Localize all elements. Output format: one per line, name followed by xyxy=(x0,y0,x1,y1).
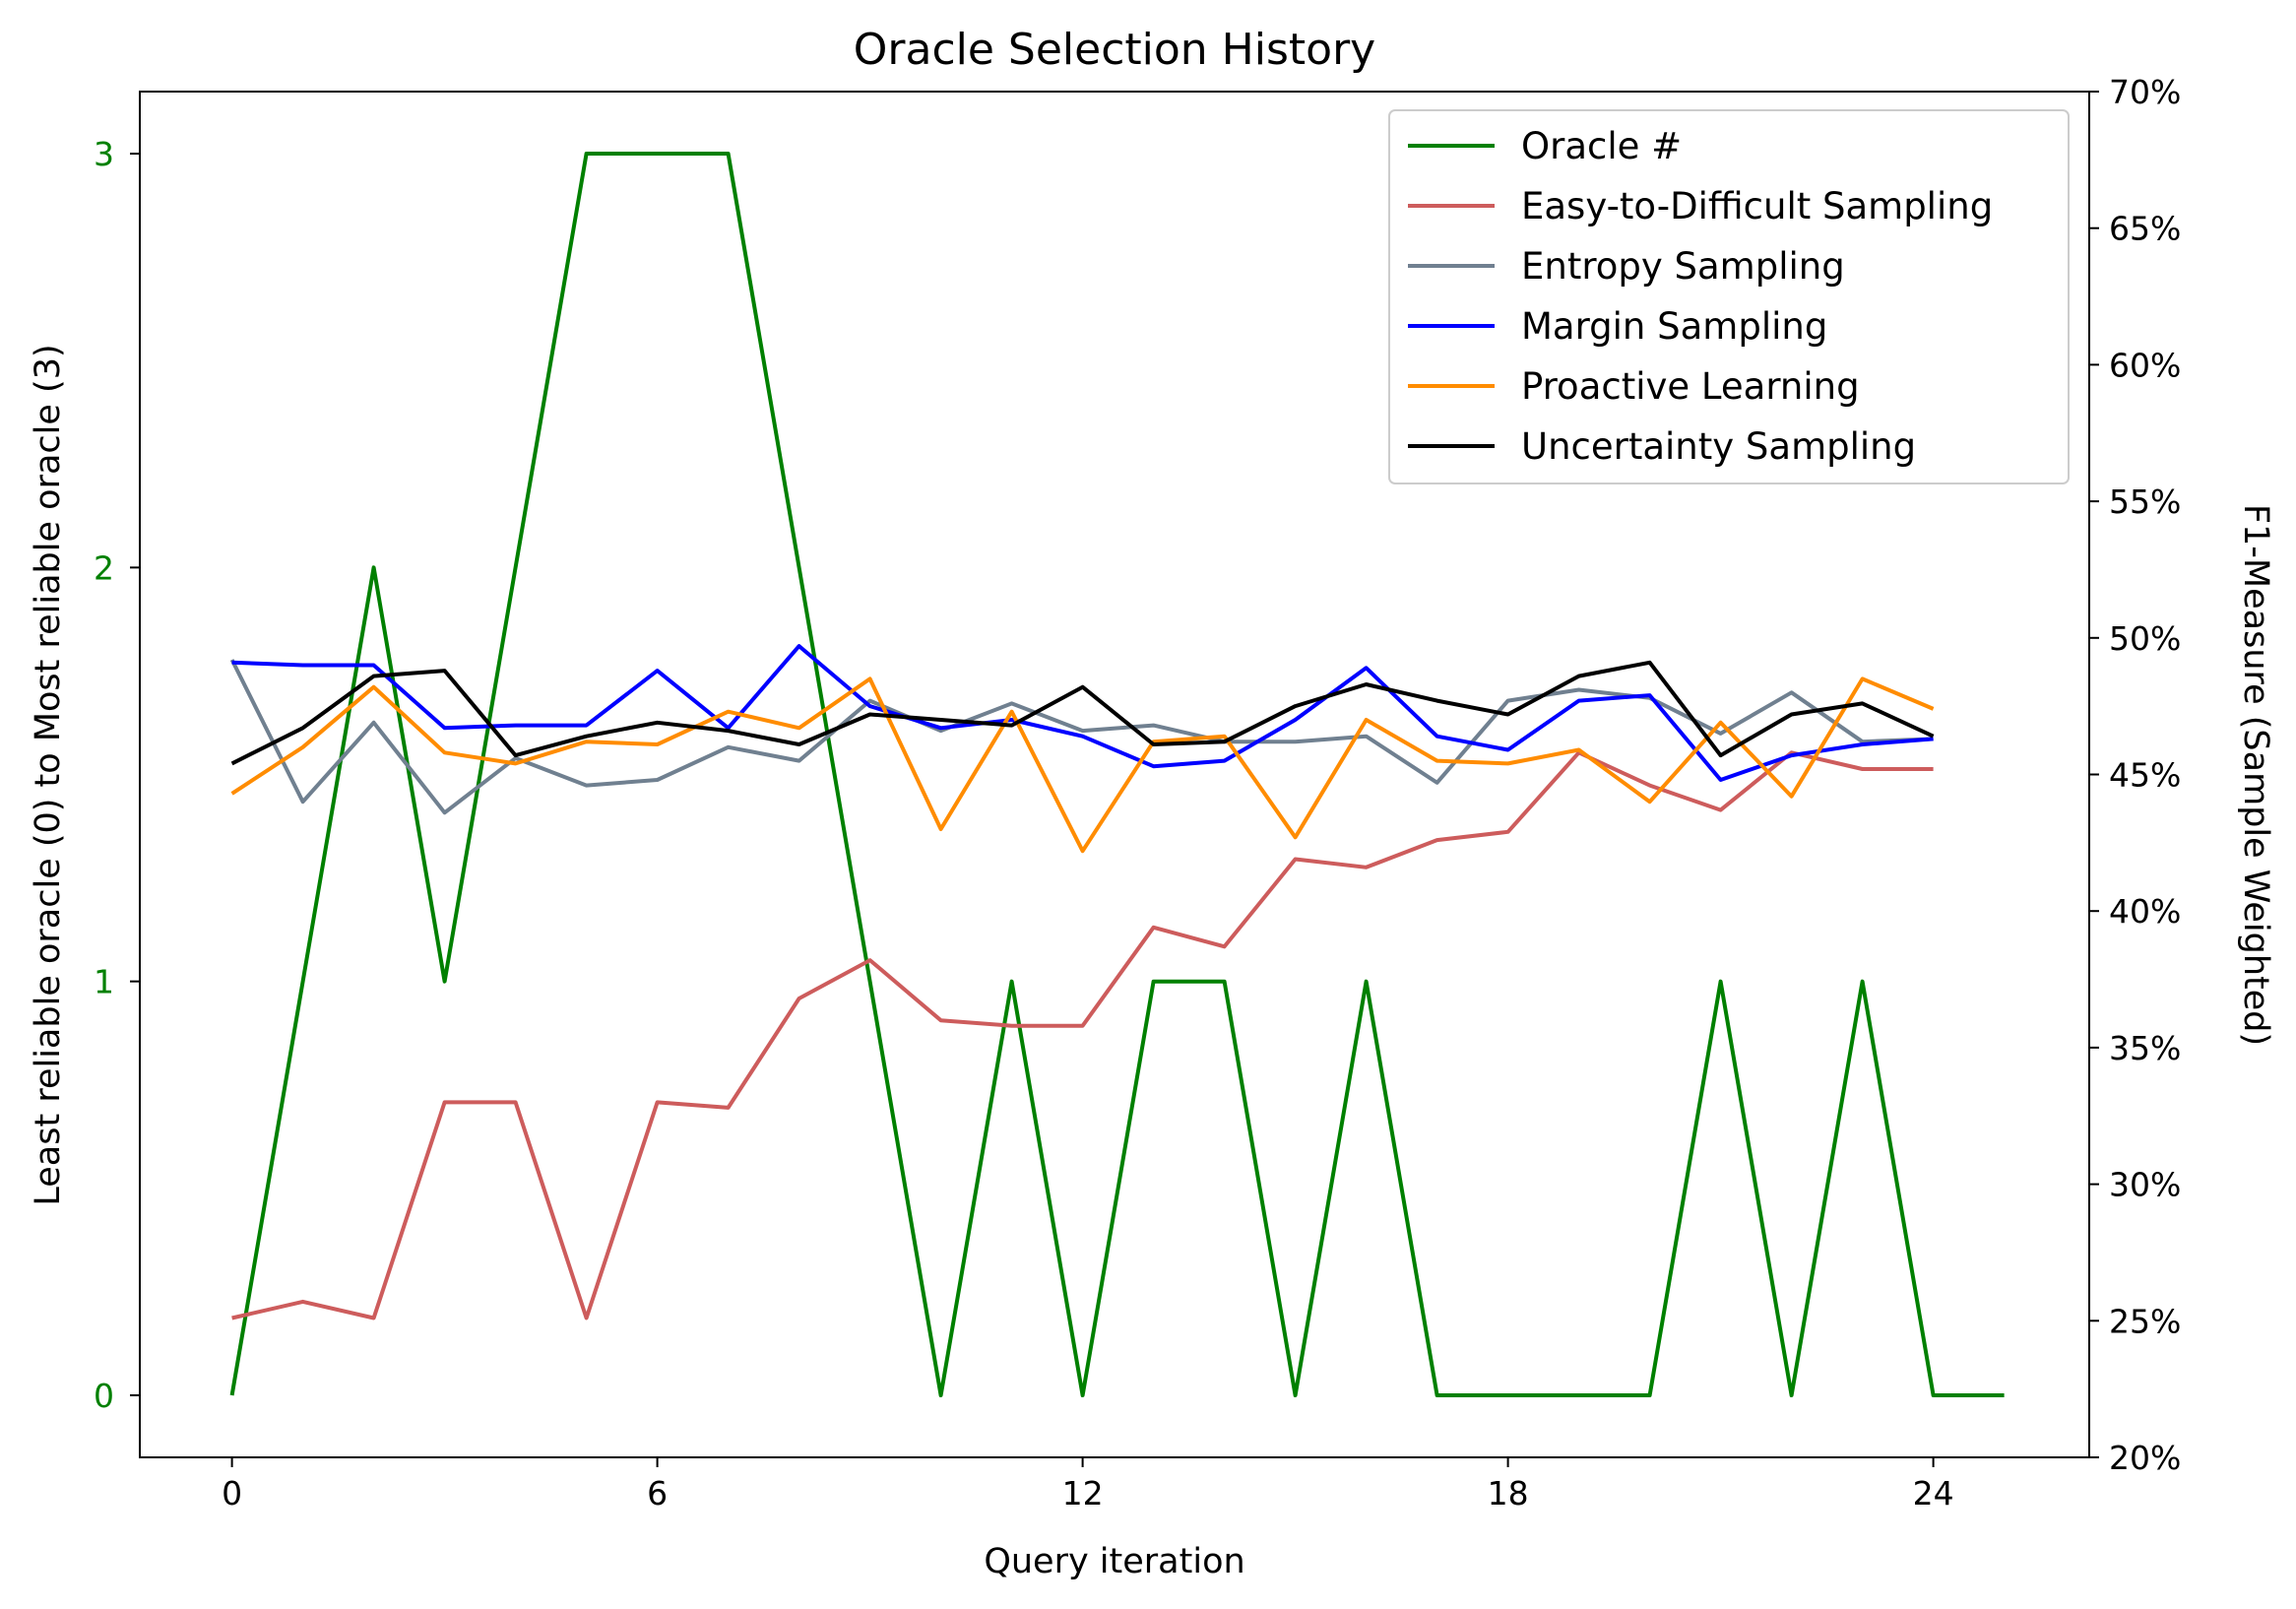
right-y-tick-label: 45% xyxy=(2109,756,2181,795)
left-y-tick-label: 3 xyxy=(94,135,114,173)
right-y-axis-label: F1-Measure (Sample Weighted) xyxy=(2236,504,2275,1046)
x-axis-ticks: 0 6 12 18 24 xyxy=(222,1457,1954,1512)
right-y-tick-label: 50% xyxy=(2109,619,2181,658)
right-y-tick-label: 55% xyxy=(2109,483,2181,521)
legend-entry-entropy-sampling: Entropy Sampling xyxy=(1408,245,1845,288)
right-y-tick-label: 70% xyxy=(2109,73,2181,111)
left-y-axis-label: Least reliable oracle (0) to Most reliab… xyxy=(29,344,68,1205)
chart-title: Oracle Selection History xyxy=(854,25,1375,75)
legend-label: Oracle # xyxy=(1521,125,1682,167)
legend-label: Easy-to-Difficult Sampling xyxy=(1521,185,1993,227)
left-y-tick-label: 2 xyxy=(94,548,114,587)
left-y-tick-label: 1 xyxy=(94,963,114,1001)
x-tick-label: 24 xyxy=(1913,1474,1954,1512)
legend-entry-oracle: Oracle # xyxy=(1408,125,1682,167)
right-y-tick-label: 30% xyxy=(2109,1166,2181,1204)
legend: Oracle # Easy-to-Difficult Sampling Entrop… xyxy=(1388,109,2070,484)
legend-label: Uncertainty Sampling xyxy=(1521,425,1916,468)
legend-box xyxy=(1388,109,2070,484)
series-line-oracle xyxy=(229,152,2005,1397)
legend-entry-uncertainty-sampling: Uncertainty Sampling xyxy=(1408,425,1916,468)
x-tick-label: 18 xyxy=(1488,1474,1529,1512)
x-tick-label: 6 xyxy=(647,1474,668,1512)
right-y-tick-label: 65% xyxy=(2109,210,2181,248)
x-tick-label: 12 xyxy=(1062,1474,1104,1512)
series-line-margin-sampling xyxy=(231,644,1934,782)
right-y-tick-label: 35% xyxy=(2109,1029,2181,1067)
legend-entries: Oracle # Easy-to-Difficult Sampling Entrop… xyxy=(1408,125,1993,468)
x-tick-label: 0 xyxy=(222,1474,242,1512)
right-y-axis-ticks: 20% 25% 30% 35% 40% 45% 50% 55% 60% 65% 70% xyxy=(2089,73,2181,1477)
legend-entry-proactive-learning: Proactive Learning xyxy=(1408,365,1860,408)
legend-entry-easy-to-difficult-sampling: Easy-to-Difficult Sampling xyxy=(1408,185,1993,227)
legend-label: Margin Sampling xyxy=(1521,305,1827,348)
plot-lines xyxy=(229,152,2005,1397)
series-line-easy-to-difficult-sampling xyxy=(231,750,1934,1320)
legend-entry-margin-sampling: Margin Sampling xyxy=(1408,305,1827,348)
legend-label: Entropy Sampling xyxy=(1521,245,1845,288)
left-y-axis-ticks: 0 1 2 3 xyxy=(94,135,140,1415)
right-y-tick-label: 25% xyxy=(2109,1302,2181,1340)
right-y-tick-label: 20% xyxy=(2109,1439,2181,1477)
right-y-tick-label: 60% xyxy=(2109,346,2181,384)
series-line-uncertainty-sampling xyxy=(230,660,1935,766)
right-y-tick-label: 40% xyxy=(2109,892,2181,931)
legend-label: Proactive Learning xyxy=(1521,365,1860,408)
left-y-tick-label: 0 xyxy=(94,1377,114,1415)
series-line-proactive-learning xyxy=(230,676,1935,854)
x-axis-label: Query iteration xyxy=(984,1542,1244,1581)
